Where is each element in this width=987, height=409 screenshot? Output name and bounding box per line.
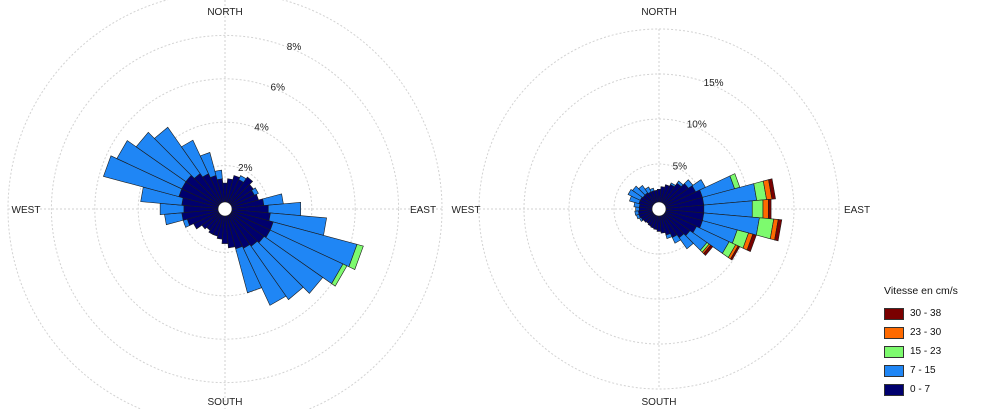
petal-segment — [671, 234, 682, 244]
direction-label-east: EAST — [844, 205, 870, 216]
legend-label: 7 - 15 — [910, 365, 936, 376]
direction-label-west: WEST — [452, 205, 481, 216]
petal-segment — [235, 245, 263, 294]
petal-segment — [116, 140, 187, 190]
legend-label: 23 - 30 — [910, 327, 942, 338]
ring-label: 10% — [687, 120, 707, 131]
direction-label-south: SOUTH — [642, 397, 677, 408]
legend-item: 7 - 15 — [884, 361, 984, 380]
wind-rose-2: 5% 10% 15% NORTH EAST SOUTH WEST — [452, 7, 871, 408]
petal-segment — [751, 199, 764, 219]
direction-label-south: SOUTH — [208, 397, 243, 408]
direction-label-east: EAST — [410, 205, 436, 216]
ring-label: 4% — [254, 123, 269, 134]
petal-segment — [251, 187, 259, 196]
petal-segment — [644, 186, 652, 194]
legend-label: 0 - 7 — [910, 384, 931, 395]
petal-segment — [774, 219, 783, 242]
legend-items: 30 - 38 23 - 30 15 - 23 7 - 15 0 - 7 — [884, 304, 984, 399]
grid-ring — [50, 34, 400, 384]
petal-segment — [634, 210, 640, 216]
ring-label: 8% — [287, 42, 302, 53]
legend-item: 23 - 30 — [884, 323, 984, 342]
grid-ring — [94, 78, 356, 340]
petal-segment — [103, 155, 183, 198]
petal-segment — [730, 245, 741, 261]
petal-segment — [768, 178, 776, 200]
petal-segment — [678, 233, 694, 250]
petal-segment — [665, 233, 673, 239]
legend-item: 0 - 7 — [884, 380, 984, 399]
ring-label: 6% — [271, 82, 286, 93]
petal-segment — [331, 263, 348, 287]
legend-item: 15 - 23 — [884, 342, 984, 361]
legend-label: 15 - 23 — [910, 346, 942, 357]
ring-label: 2% — [238, 163, 253, 174]
petal-segment — [627, 188, 643, 201]
legend-title: Vitesse en cm/s — [884, 285, 958, 297]
petal-segment — [135, 131, 192, 183]
ring-label: 5% — [673, 161, 688, 172]
petal-segment — [703, 244, 714, 256]
legend-swatch — [884, 364, 904, 377]
petal-segment — [649, 187, 655, 193]
legend-swatch — [884, 326, 904, 339]
wind-rose-1: 2% 4% 6% 8% NORTH EAST SOUTH WEST — [7, 0, 443, 409]
legend-swatch — [884, 383, 904, 396]
petal-segment — [635, 206, 640, 212]
petal-segment — [164, 212, 184, 226]
direction-label-north: NORTH — [641, 7, 676, 18]
ring-label: 15% — [704, 78, 724, 89]
center-hole — [217, 201, 233, 217]
legend-label: 30 - 38 — [910, 308, 942, 319]
petal-segment — [214, 169, 223, 180]
petal-segment — [348, 244, 364, 270]
grid-ring — [523, 73, 795, 345]
petal-segment — [746, 233, 757, 253]
petal-segment — [258, 235, 324, 294]
center-hole — [651, 201, 667, 217]
petal-segment — [768, 198, 772, 220]
legend-item: 30 - 38 — [884, 304, 984, 323]
speed-legend: Vitesse en cm/s 30 - 38 23 - 30 15 - 23 7 -… — [884, 285, 984, 399]
petal-segment — [153, 126, 201, 179]
grid-ring — [137, 121, 313, 297]
petal-segment — [199, 152, 217, 178]
petal-segment — [250, 240, 304, 301]
petal-segment — [632, 185, 646, 199]
legend-swatch — [884, 307, 904, 320]
legend-swatch — [884, 345, 904, 358]
direction-label-west: WEST — [12, 205, 41, 216]
petal-segment — [762, 199, 769, 219]
direction-label-north: NORTH — [207, 7, 242, 18]
petal-segment — [262, 193, 284, 206]
petal-segment — [638, 184, 649, 196]
petal-segment — [181, 139, 209, 178]
petal-segment — [242, 244, 287, 306]
